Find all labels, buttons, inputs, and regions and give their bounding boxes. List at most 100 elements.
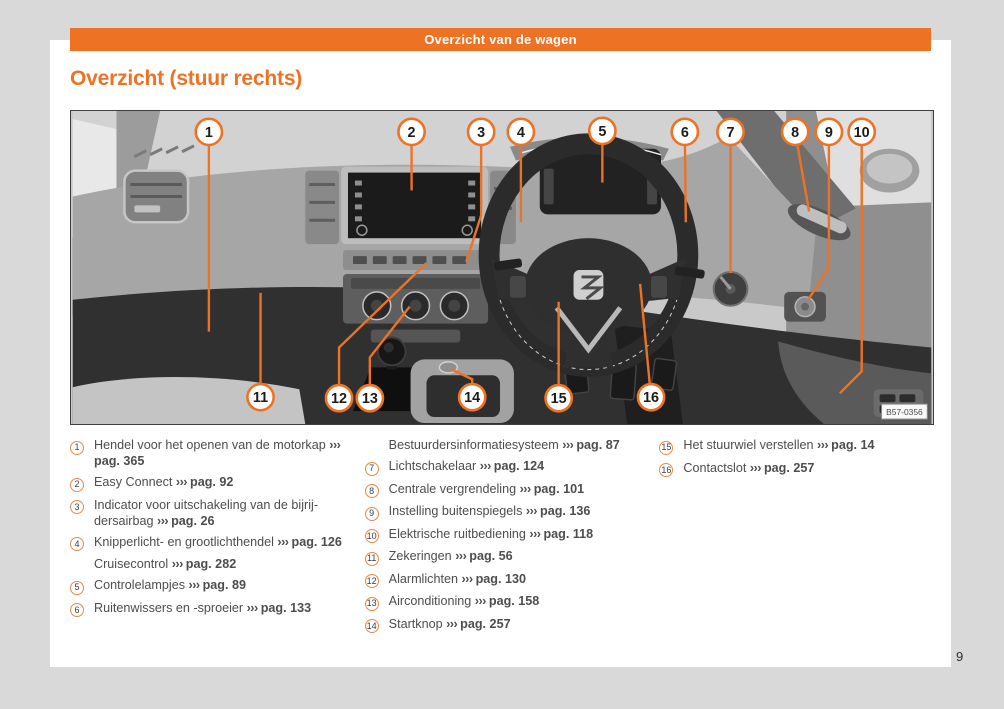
legend-item-text: Airconditioning ››› pag. 158 — [389, 593, 642, 611]
touchscreen — [341, 166, 489, 245]
callout-number: 10 — [854, 125, 870, 141]
legend-item: 10 Elektrische ruitbediening ››› pag. 118 — [364, 526, 642, 544]
callout-number: 15 — [551, 391, 567, 407]
callout-number: 11 — [253, 390, 268, 406]
page-title: Overzicht (stuur rechts) — [70, 67, 303, 90]
left-stalk — [494, 258, 523, 271]
callout-leader-line — [465, 131, 483, 263]
page-reference-arrows: ››› — [446, 616, 461, 631]
callout-circle — [246, 382, 275, 412]
page-reference-arrows: ››› — [529, 526, 544, 541]
callout-3: 3 — [466, 117, 496, 147]
legend-item-text: Indicator voor uitschakeling van de bijr… — [94, 497, 347, 529]
callout-11: 11 — [246, 382, 275, 412]
callout-8: 8 — [780, 117, 810, 147]
page-reference: pag. 124 — [493, 459, 545, 473]
legend-item-text: Elektrische ruitbediening ››› pag. 118 — [389, 526, 642, 544]
callout-circle — [847, 117, 877, 147]
legend-item-label: Indicator voor uitschakeling van de bijr… — [94, 497, 319, 528]
callout-circle — [324, 383, 354, 413]
legend-item-number: 1 — [70, 437, 94, 469]
callout-10: 10 — [847, 117, 877, 147]
page-reference: pag. 89 — [202, 578, 246, 592]
legend-item-number: 14 — [364, 616, 389, 633]
legend-item-number: 11 — [364, 548, 389, 566]
legend-number-circle: 11 — [364, 551, 379, 566]
page-reference: pag. 92 — [190, 475, 234, 489]
page-reference-arrows: ››› — [157, 513, 172, 528]
page-reference-arrows: ››› — [749, 460, 764, 475]
legend-item-text: Ruitenwissers en -sproeier ››› pag. 133 — [94, 600, 347, 618]
page-reference: pag. 257 — [763, 460, 815, 475]
legend-item-text: Hendel voor het openen van de motorkap ›… — [94, 437, 347, 469]
speaker-grille — [133, 144, 195, 159]
callout-circle — [670, 117, 700, 147]
right-stalk — [674, 266, 705, 279]
callout-number: 5 — [598, 124, 606, 140]
legend-item: 3 Indicator voor uitschakeling van de bij… — [70, 497, 347, 529]
callout-circle — [506, 117, 536, 147]
page-reference: pag. 257 — [460, 616, 511, 631]
page-reference: pag. 14 — [831, 438, 875, 452]
legend-item-text: Easy Connect ››› pag. 92 — [94, 474, 347, 492]
page-reference: pag. 87 — [576, 438, 620, 452]
legend-item-label: Knipperlicht- en grootlichthendel — [94, 534, 278, 549]
legend-item-number: 13 — [364, 593, 389, 611]
chapter-title: Overzicht van de wagen — [424, 32, 577, 47]
callout-number: 14 — [464, 390, 480, 406]
chapter-header-bar: Overzicht van de wagen — [70, 28, 931, 51]
page-reference: pag. 133 — [260, 600, 312, 615]
page-reference: pag. 56 — [469, 549, 513, 563]
page-reference-arrows: ››› — [519, 481, 534, 496]
legend-item-text: Controlelampjes ››› pag. 89 — [94, 577, 347, 595]
callout-9: 9 — [814, 117, 844, 147]
legend-number-circle: 13 — [364, 596, 379, 611]
side-mirror-glass — [866, 153, 913, 184]
callout-4: 4 — [506, 117, 536, 147]
callout-leader-line — [683, 131, 688, 223]
legend-number-circle: 2 — [70, 477, 84, 492]
page-reference-arrows: ››› — [246, 600, 261, 615]
page-reference-arrows: ››› — [188, 578, 203, 592]
climate-panel — [343, 273, 489, 324]
callout-circle — [194, 117, 224, 147]
legend-item: 15 Het stuurwiel verstellen ››› pag. 14 — [659, 437, 936, 455]
page-reference-arrows: ››› — [175, 475, 190, 489]
legend-item: 7 Lichtschakelaar ››› pag. 124 — [364, 458, 642, 476]
page-reference-arrows: ››› — [562, 438, 577, 452]
legend-item-label: Centrale vergrendeling — [388, 481, 520, 496]
callout-6: 6 — [670, 117, 700, 147]
callout-circle — [587, 116, 617, 146]
callout-2: 2 — [397, 117, 426, 147]
legend-item-label: Lichtschakelaar — [388, 459, 480, 473]
callout-number: 7 — [727, 125, 735, 141]
legend-item: Cruisecontrol ››› pag. 282 — [70, 556, 347, 572]
legend-item-number: 10 — [364, 526, 389, 543]
legend-item: 14 Startknop ››› pag. 257 — [364, 616, 642, 633]
callout-circle — [457, 382, 487, 412]
door-handle — [787, 204, 851, 241]
legend-number-circle: 7 — [364, 461, 379, 476]
page-reference-arrows: ››› — [329, 438, 341, 452]
legend-item-text: Alarmlichten ››› pag. 130 — [389, 571, 642, 589]
legend-column: Bestuurdersinformatiesysteem ››› pag. 87… — [364, 437, 642, 638]
page-reference-arrows: ››› — [277, 534, 292, 549]
page-reference: pag. 126 — [291, 534, 342, 549]
image-code-label: B57-0356 — [881, 403, 928, 420]
legend-number-circle: 4 — [70, 537, 84, 551]
legend-item-label: Alarmlichten — [388, 571, 462, 586]
hazard-button-strip — [343, 250, 489, 270]
page-reference: pag. 26 — [171, 513, 215, 528]
callout-number: 3 — [477, 125, 485, 141]
callout-number: 8 — [791, 125, 799, 141]
legend-item: 16 Contactslot ››› pag. 257 — [659, 460, 936, 477]
legend-item: 9 Instelling buitenspiegels ››› pag. 136 — [364, 503, 642, 521]
legend-number-circle: 12 — [364, 574, 379, 588]
legend-item: 6 Ruitenwissers en -sproeier ››› pag. 133 — [70, 600, 347, 618]
page-reference: pag. 282 — [185, 557, 237, 571]
legend-column: 1 Hendel voor het openen van de motorkap … — [70, 437, 347, 638]
legend-item-label: Easy Connect — [94, 475, 176, 489]
